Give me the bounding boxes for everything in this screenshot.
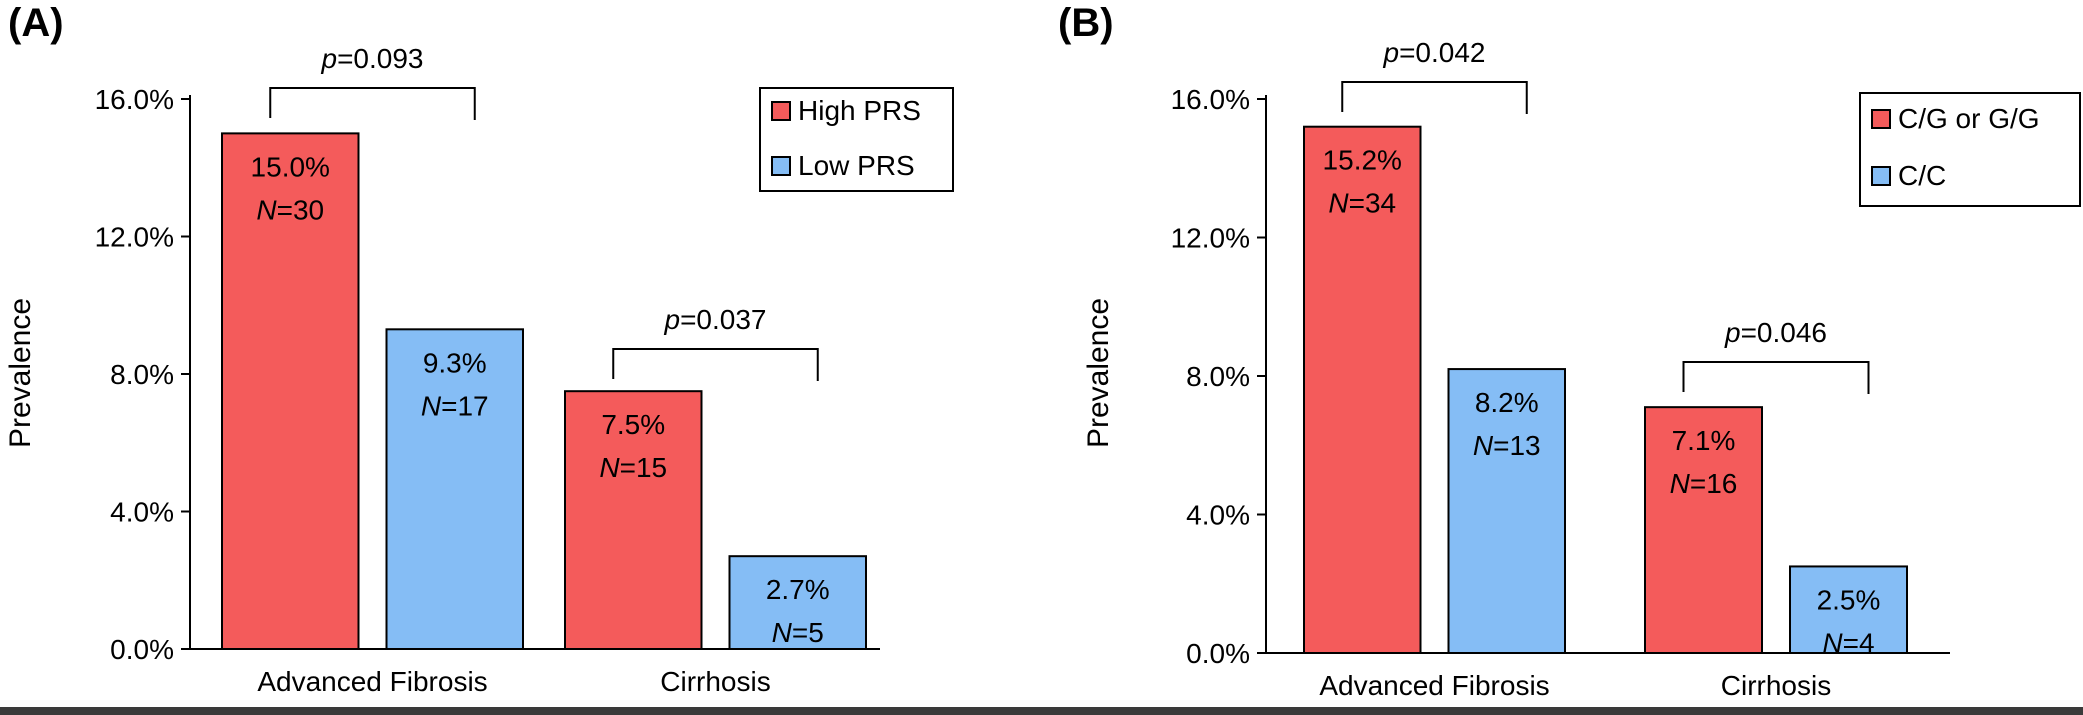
p-value-label: p=0.046: [1724, 317, 1827, 348]
legend-swatch: [1871, 109, 1891, 129]
legend-label: High PRS: [798, 95, 921, 126]
significance-bracket: [269, 87, 476, 120]
p-value-label: p=0.093: [321, 43, 424, 74]
y-tick-label: 4.0%: [110, 497, 174, 528]
legend-box: [1859, 92, 2081, 207]
legend-swatch: [771, 101, 791, 121]
significance-bracket: [612, 348, 819, 381]
n-symbol: N: [1670, 468, 1691, 499]
bar-value-label: 9.3%: [423, 347, 487, 378]
bar-value-label: 7.5%: [601, 409, 665, 440]
bar-value-label: 2.7%: [766, 574, 830, 605]
bar: [1447, 368, 1566, 654]
y-tick-label: 8.0%: [110, 359, 174, 390]
x-category-label: Advanced Fibrosis: [257, 666, 487, 697]
significance-bracket: [1341, 81, 1528, 114]
panel-b-chart: (B) Prevalence 0.0% 4.0% 8.0% 12.0% 16.0% 15.2%…: [1058, 1, 2081, 701]
n-symbol: N: [599, 452, 620, 483]
x-category-label: Cirrhosis: [660, 666, 770, 697]
bar-value-label: 7.1%: [1672, 425, 1736, 456]
p-symbol: p: [664, 304, 681, 335]
cropped-text-strip: [0, 707, 2083, 715]
p-value-label: p=0.037: [664, 304, 767, 335]
legend-label: Low PRS: [798, 150, 915, 181]
bar: [1789, 565, 1908, 654]
bar-n-label: N=15: [599, 452, 667, 483]
panel-a-chart: (A) Prevalence 0.0% 4.0% 8.0% 12.0% 16.0% 15.0%…: [4, 1, 954, 697]
bar-value-label: 8.2%: [1475, 387, 1539, 418]
bar-n-label: N=4: [1822, 627, 1874, 658]
n-symbol: N: [421, 390, 442, 421]
bar-value-label: 15.2%: [1323, 145, 1402, 176]
bar-n-label: N=34: [1328, 188, 1396, 219]
n-symbol: N: [1822, 627, 1843, 658]
n-value: =13: [1493, 430, 1541, 461]
n-value: =5: [792, 617, 824, 648]
y-axis-label: Prevalence: [4, 298, 37, 448]
p-value: =0.042: [1399, 37, 1485, 68]
bar-n-label: N=13: [1473, 430, 1541, 461]
p-value-label: p=0.042: [1383, 37, 1486, 68]
n-value: =16: [1690, 468, 1738, 499]
n-value: =34: [1349, 188, 1397, 219]
n-symbol: N: [1473, 430, 1494, 461]
y-tick-label: 8.0%: [1186, 361, 1250, 392]
panel-label: (B): [1058, 1, 1114, 45]
bar: [1644, 406, 1763, 654]
y-tick-label: 12.0%: [1171, 223, 1250, 254]
bar-n-label: N=30: [256, 194, 324, 225]
n-symbol: N: [256, 194, 277, 225]
significance-bracket: [1682, 361, 1870, 394]
y-tick-label: 16.0%: [95, 84, 174, 115]
y-tick-label: 0.0%: [1186, 638, 1250, 669]
p-symbol: p: [321, 43, 338, 74]
bar-value-label: 2.5%: [1817, 584, 1881, 615]
p-symbol: p: [1724, 317, 1741, 348]
y-axis-label: Prevalence: [1082, 298, 1115, 448]
n-value: =15: [620, 452, 668, 483]
bar: [728, 555, 867, 650]
p-value: =0.046: [1741, 317, 1827, 348]
n-value: =17: [441, 390, 489, 421]
bar-n-label: N=16: [1670, 468, 1738, 499]
bar: [221, 132, 360, 650]
x-category-label: Advanced Fibrosis: [1319, 670, 1549, 701]
bar: [564, 390, 703, 650]
n-symbol: N: [1328, 188, 1349, 219]
bar-value-label: 15.0%: [251, 151, 330, 182]
legend-label: C/C: [1898, 160, 1946, 191]
bar: [1303, 125, 1422, 654]
legend-swatch: [771, 156, 791, 176]
p-symbol: p: [1383, 37, 1400, 68]
legend-label: C/G or G/G: [1898, 103, 2040, 134]
y-tick-label: 12.0%: [95, 222, 174, 253]
legend-box: [759, 87, 954, 192]
legend-swatch: [1871, 166, 1891, 186]
x-category-label: Cirrhosis: [1721, 670, 1831, 701]
n-value: =4: [1843, 627, 1875, 658]
panel-label: (A): [8, 1, 64, 45]
p-value: =0.037: [680, 304, 766, 335]
p-value: =0.093: [337, 43, 423, 74]
n-value: =30: [277, 194, 325, 225]
bar-n-label: N=5: [772, 617, 824, 648]
bar-n-label: N=17: [421, 390, 489, 421]
y-tick-label: 4.0%: [1186, 500, 1250, 531]
y-tick-label: 0.0%: [110, 634, 174, 665]
bar: [385, 328, 524, 650]
y-tick-label: 16.0%: [1171, 84, 1250, 115]
n-symbol: N: [772, 617, 793, 648]
